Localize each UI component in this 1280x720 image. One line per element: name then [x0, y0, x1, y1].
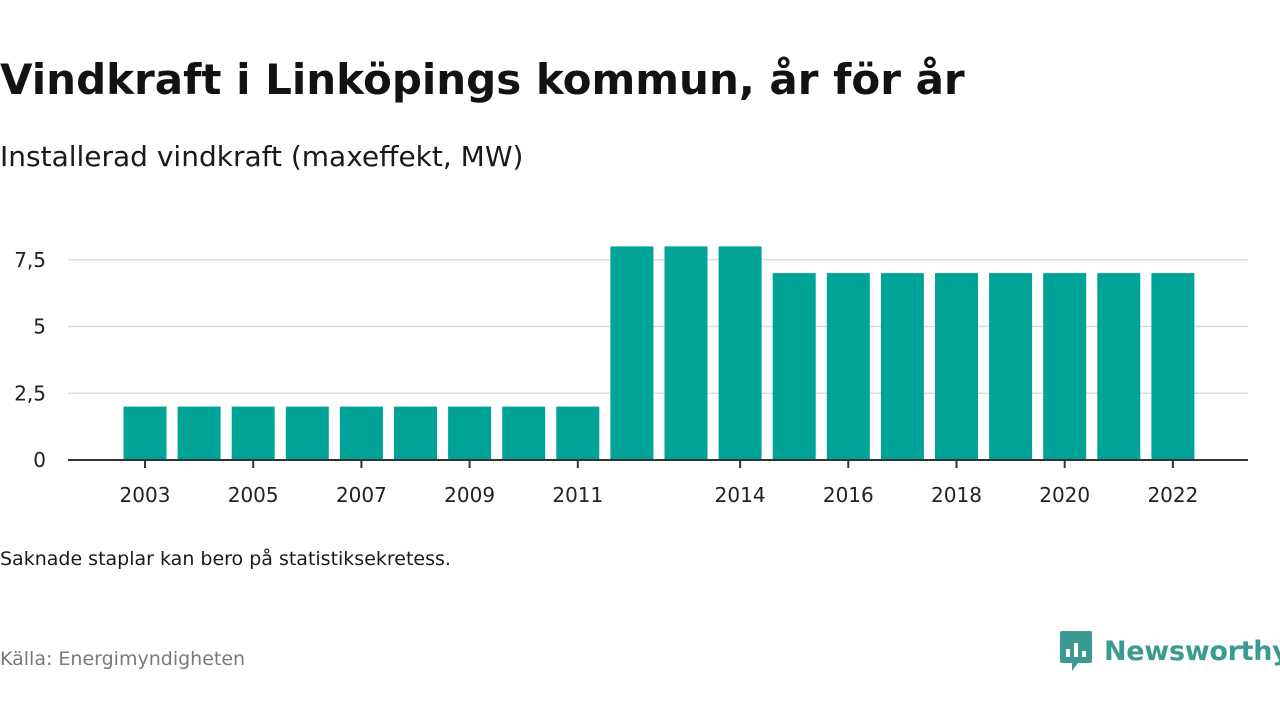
bar-2019 [989, 273, 1033, 460]
x-tick-label: 2014 [715, 483, 766, 507]
y-tick-label: 5 [33, 315, 46, 339]
bar-2020 [1043, 273, 1087, 460]
chart-subtitle: Installerad vindkraft (maxeffekt, MW) [0, 140, 524, 173]
x-tick-label: 2005 [228, 483, 279, 507]
bar-2016 [826, 273, 870, 460]
bar-2014 [718, 246, 762, 460]
bar-2008 [394, 406, 437, 460]
bar-2007 [339, 406, 383, 460]
chart-title: Vindkraft i Linköpings kommun, år för år [0, 55, 965, 104]
source-credit: Källa: Energimyndigheten [0, 648, 246, 670]
bar-2018 [935, 273, 978, 460]
bar-2003 [123, 406, 167, 460]
y-tick-label: 7,5 [14, 248, 46, 272]
x-tick-label: 2003 [120, 483, 171, 507]
bar-2017 [880, 273, 924, 460]
bar-2009 [448, 406, 492, 460]
x-tick-label: 2020 [1039, 483, 1090, 507]
brand-name: Newsworthy [1104, 635, 1280, 667]
y-tick-label: 0 [33, 448, 46, 472]
bar-2012 [610, 246, 654, 460]
bar-2006 [285, 406, 329, 460]
bar-2022 [1151, 273, 1195, 460]
x-tick-label: 2009 [444, 483, 495, 507]
newsworthy-bar-chart-icon [1060, 631, 1092, 671]
y-tick-label: 2,5 [14, 381, 46, 405]
bar-2013 [664, 246, 708, 460]
x-tick-label: 2022 [1147, 483, 1198, 507]
bar-2011 [556, 406, 600, 460]
x-tick-label: 2018 [931, 483, 982, 507]
bar-2005 [231, 406, 275, 460]
bar-2021 [1097, 273, 1141, 460]
bar-2015 [772, 273, 816, 460]
x-tick-label: 2007 [336, 483, 387, 507]
axes: 0 2,5 5 7,5 2003 2005 2007 2009 2011 2014 2016 2018… [14, 248, 1248, 507]
bar-2010 [502, 406, 546, 460]
bars [123, 246, 1195, 460]
bar-2004 [177, 406, 221, 460]
bar-chart: 0 2,5 5 7,5 2003 2005 2007 2009 2011 2014 2016 2018… [14, 246, 1248, 507]
x-tick-label: 2011 [552, 483, 603, 507]
chart-note: Saknade staplar kan bero på statistiksek… [0, 548, 451, 570]
newsworthy-logo: Newsworthy [1058, 628, 1280, 674]
x-tick-label: 2016 [823, 483, 874, 507]
